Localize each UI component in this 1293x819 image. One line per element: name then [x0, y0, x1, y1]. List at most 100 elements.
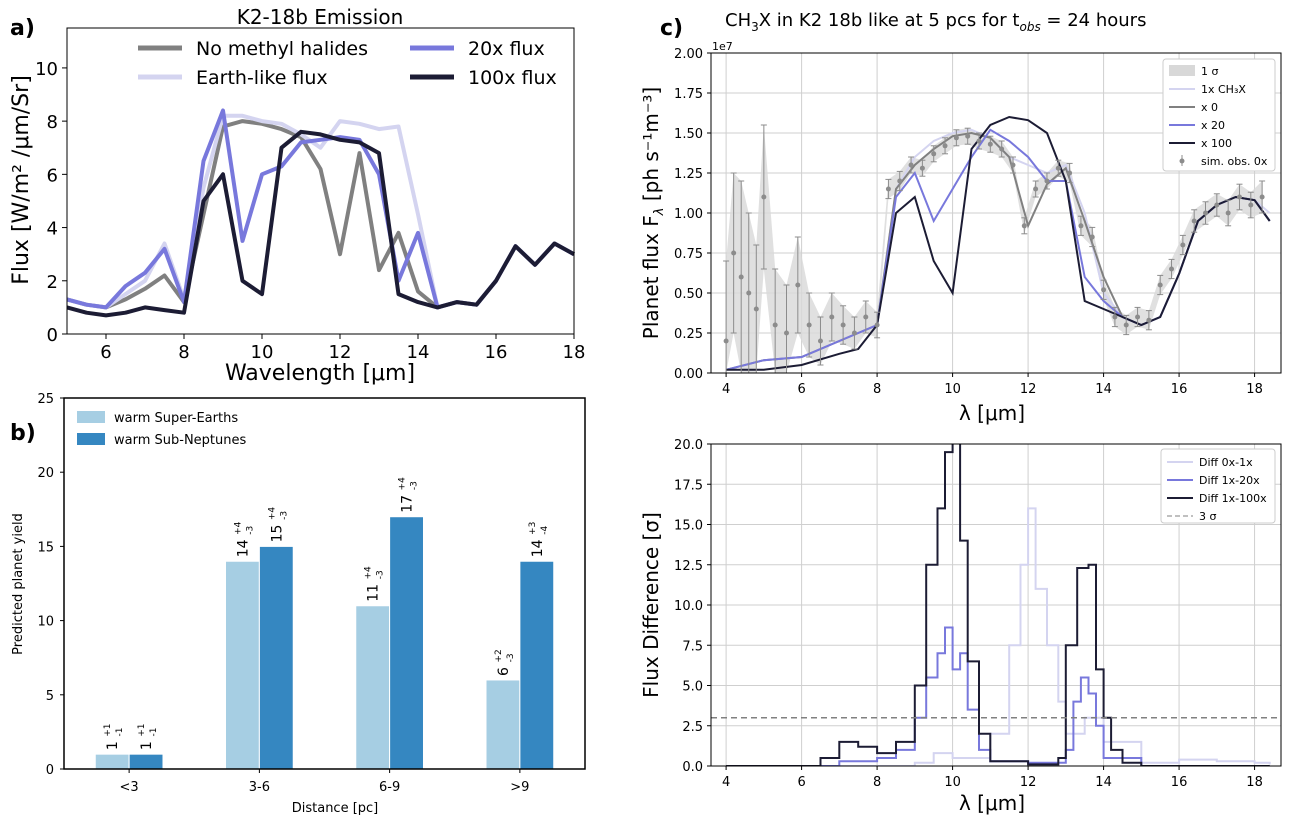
panel-c-top-sim-point: [753, 306, 759, 312]
panel-c-bottom-ytick-label: 17.5: [674, 478, 703, 493]
bar-label-minus: -3: [245, 526, 255, 535]
panel-b-legend-swatch: [77, 433, 105, 445]
panel-c-top-sim-point: [1033, 186, 1039, 192]
panel-c-top-sim-point: [987, 141, 993, 147]
panel-c-top-sim-point: [1191, 218, 1197, 224]
panel-c-top-sim-point: [953, 135, 959, 141]
panel-c-top-ytick-label: 1.50: [674, 127, 703, 142]
panel-b-bar: [128, 753, 164, 770]
panel-a-ylabel: Flux [W/m² /μm/Sr]: [9, 75, 34, 285]
panel-c-top-sim-point: [885, 186, 891, 192]
panel-a-frame: [66, 27, 575, 335]
panel-c-top-xtick-label: 4: [722, 382, 730, 397]
panel-b-xtick-label: <3: [120, 780, 139, 795]
panel-c-bottom-ytick-label: 0.0: [682, 760, 703, 775]
bar-label-value: 17: [400, 490, 416, 512]
panel-b-xtick-label: >9: [510, 780, 529, 795]
panel-b-ytick-label: 0: [46, 763, 54, 778]
panel-c-top-xtick-label: 14: [1095, 382, 1112, 397]
panel-c-top-legend-label: 1x CH₃X: [1201, 83, 1246, 96]
panel-c-top-sim-point: [723, 338, 729, 344]
panel-c-top-sim-point: [731, 250, 737, 256]
bar-label-minus: -4: [540, 525, 550, 534]
panel-label-a: a): [10, 16, 35, 41]
panel-b-bar: [94, 753, 130, 770]
bar-label-minus: -3: [506, 653, 516, 662]
panel-c-top-xtick-label: 12: [1020, 382, 1037, 397]
bar-label-minus: -1: [149, 728, 159, 737]
panel-c-bottom-xtick-label: 14: [1095, 775, 1112, 790]
panel-c-top-sim-point: [999, 146, 1005, 152]
panel-c-top-sim-point: [829, 314, 835, 320]
panel-b-bar-label: 6 +2 -3: [494, 649, 516, 676]
panel-a-legend-label: 20x flux: [468, 38, 545, 60]
panel-a-xtick-label: 6: [100, 342, 111, 363]
panel-b-xtick-label: 6-9: [379, 780, 400, 795]
panel-label-c: c): [660, 16, 683, 41]
bar-label-value: 1: [139, 737, 155, 750]
bar-label-value: 15: [269, 520, 285, 542]
panel-c-top-sim-point: [1236, 194, 1242, 200]
panel-c-top-ytick-label: 1.25: [674, 167, 703, 182]
panel-c-top-sim-point: [1225, 210, 1231, 216]
panel-c-top-sim-point: [795, 282, 801, 288]
bar-label-value: 14: [530, 535, 546, 557]
panel-c-top-sim-point: [1021, 223, 1027, 229]
panel-a-xtick-label: 12: [329, 342, 352, 363]
bar-label-plus: +3: [528, 522, 538, 535]
panel-c-top-xtick-label: 18: [1246, 382, 1263, 397]
panel-c-top-xtick-label: 8: [873, 382, 881, 397]
panel-c-bottom-legend-label: Diff 1x-100x: [1199, 492, 1267, 505]
panel-a-xtick-label: 18: [563, 342, 586, 363]
panel-label-b: b): [10, 421, 36, 446]
bar-label-value: 1: [105, 737, 121, 750]
panel-c-bottom-step-earth_like: [726, 507, 1271, 766]
panel-c-top-ytick-label: 2.00: [674, 47, 703, 62]
panel-c-top-sim-point: [1259, 194, 1265, 200]
panel-c-top-sim-point: [965, 133, 971, 139]
panel-c-top-sim-point: [1214, 202, 1220, 208]
panel-b-bar: [225, 560, 260, 770]
panel-b-bar-label: 14 +4 -3: [233, 521, 255, 557]
panel-b-bar-label: 17 +4 -3: [398, 477, 420, 513]
panel-c-top-sim-point: [1169, 266, 1175, 272]
panel-b-ytick-label: 20: [37, 466, 54, 481]
panel-c-bottom-ytick-label: 12.5: [674, 559, 703, 574]
panel-c-top-sim-point: [1203, 210, 1209, 216]
panel-a-legend-label: 100x flux: [468, 67, 557, 89]
bar-label-plus: +1: [137, 724, 147, 737]
panel-c-bottom-ytick-label: 7.5: [682, 639, 703, 654]
panel-a-xtick-label: 16: [485, 342, 508, 363]
panel-c-top-sim-point: [1101, 287, 1107, 293]
panel-c-bottom-legend-label: Diff 1x-20x: [1199, 474, 1260, 487]
panel-b-frame: [63, 397, 586, 770]
panel-c-top-ytick-label: 0.00: [674, 367, 703, 382]
bar-label-plus: +4: [398, 477, 408, 491]
panel-c-top-sim-point: [851, 330, 857, 336]
panel-c-top-sim-point: [817, 338, 823, 344]
panel-c-bottom-xtick-label: 12: [1020, 775, 1037, 790]
panel-c-top-sim-point: [1248, 202, 1254, 208]
panel-c-top-ytick-label: 0.25: [674, 327, 703, 342]
panel-c-bottom-ytick-label: 20.0: [674, 438, 703, 453]
bar-label-plus: +2: [494, 649, 504, 662]
panel-c-top-sim-point: [783, 330, 789, 336]
bar-label-minus: -3: [376, 570, 386, 579]
panel-a-xlabel: Wavelength [μm]: [225, 361, 415, 386]
panel-c-top-legend-label: 1 σ: [1201, 65, 1218, 78]
panel-c-top-xlabel: λ [μm]: [959, 401, 1025, 425]
panel-c-top-sim-point: [761, 194, 767, 200]
panel-c-top-sim-point: [772, 322, 778, 328]
bar-label-minus: -3: [410, 481, 420, 490]
panel-c-top-sim-point: [806, 322, 812, 328]
panel-a-ytick-label: 2: [47, 272, 58, 293]
panel-c-top-legend-label: x 100: [1201, 137, 1232, 150]
panel-c-top-legend-label: sim. obs. 0x: [1201, 155, 1268, 168]
bar-label-plus: +4: [267, 507, 277, 521]
panel-b-ytick-label: 5: [46, 689, 54, 704]
panel-c-bottom-ytick-label: 2.5: [682, 720, 703, 735]
panel-c-bottom-xtick-label: 18: [1246, 775, 1263, 790]
panel-c-bottom-xtick-label: 8: [873, 775, 881, 790]
bar-label-value: 6: [496, 663, 512, 676]
